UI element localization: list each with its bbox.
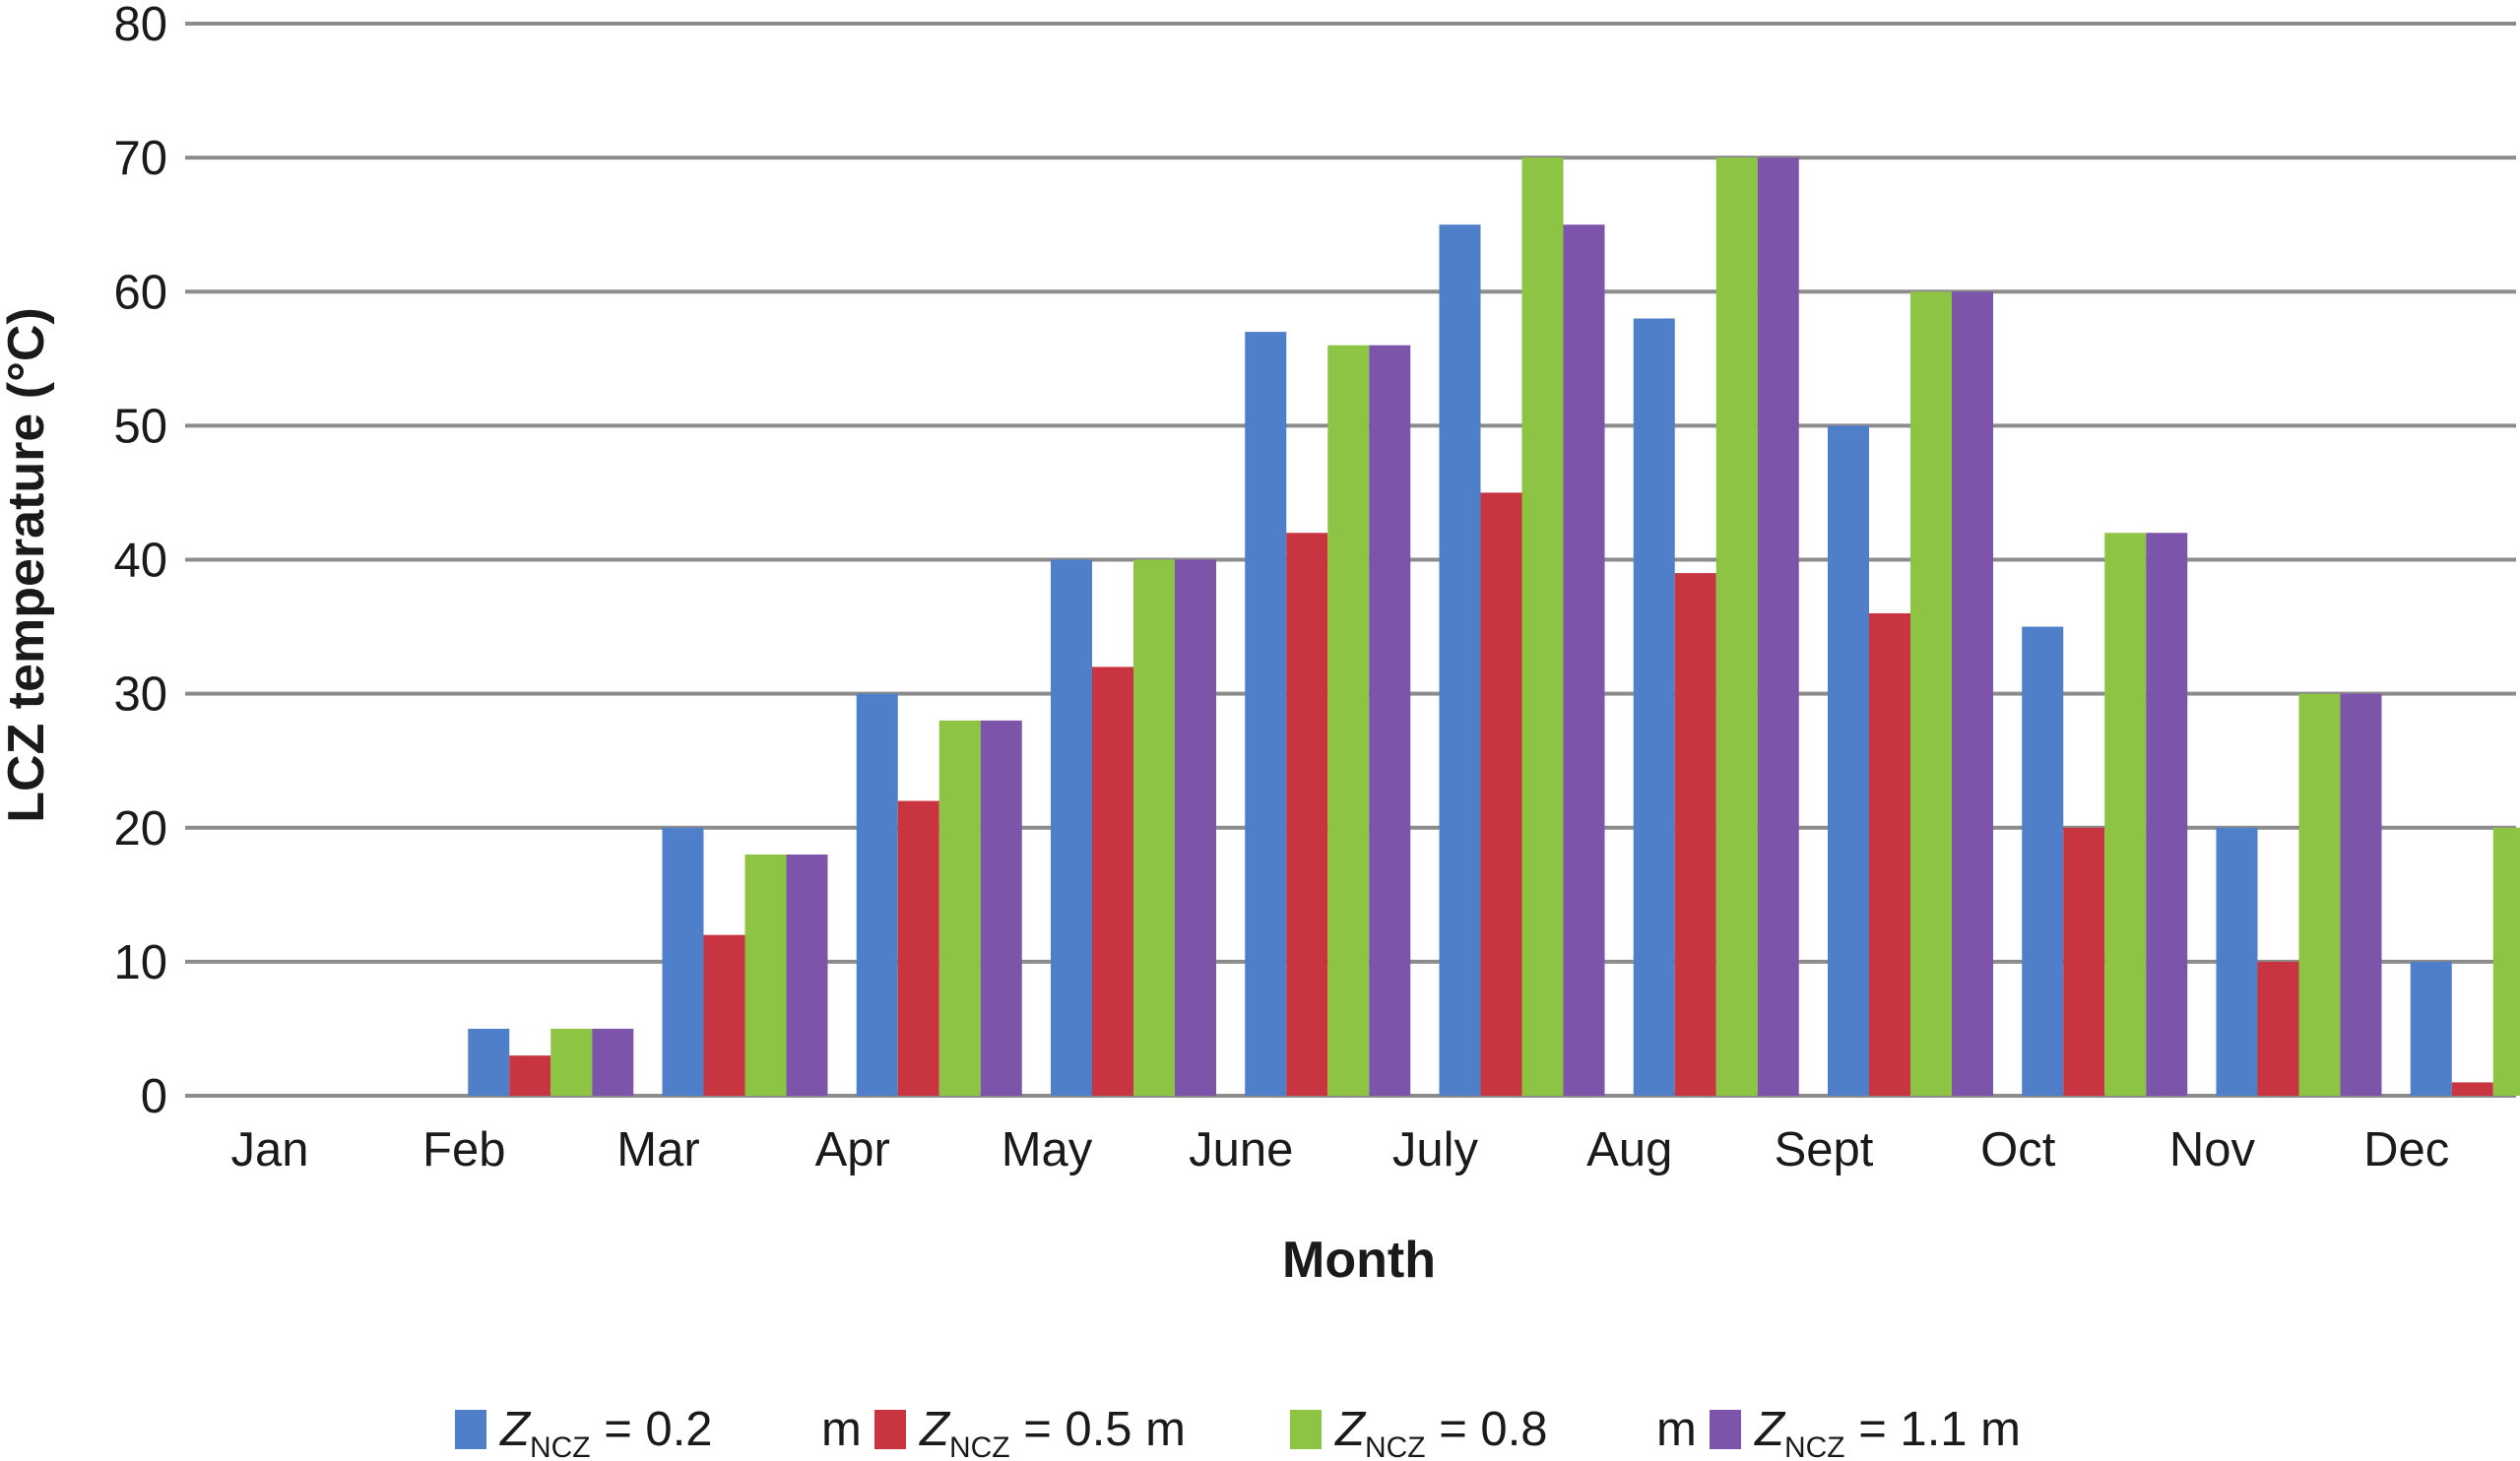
x-tick-label: Sept <box>1775 1123 1874 1176</box>
bar-may-series-3 <box>1133 559 1175 1096</box>
bar-sept-series-1 <box>1828 425 1869 1096</box>
legend-item-2: ZNCZ = 0.5 m <box>874 1403 1186 1461</box>
bar-june-series-2 <box>1286 533 1328 1096</box>
x-tick-label: Jan <box>230 1123 308 1176</box>
legend-swatch <box>1710 1410 1741 1449</box>
bar-feb-series-3 <box>550 1028 593 1096</box>
bar-nov-series-4 <box>2340 693 2382 1096</box>
bar-mar-series-1 <box>662 827 704 1096</box>
legend-item-1: ZNCZ = 0.2 m <box>455 1403 862 1461</box>
bar-nov-series-3 <box>2298 693 2341 1096</box>
x-tick-label: July <box>1392 1123 1479 1176</box>
legend-swatch <box>455 1410 486 1449</box>
legend-label: ZNCZ = 0.5 m <box>919 1403 1186 1461</box>
bar-nov-series-1 <box>2216 827 2258 1096</box>
x-tick-label: June <box>1189 1123 1293 1176</box>
bar-sept-series-2 <box>1869 612 1910 1096</box>
y-tick-label: 50 <box>113 400 167 453</box>
bar-oct-series-1 <box>2022 626 2064 1096</box>
bar-june-series-4 <box>1369 345 1411 1096</box>
bar-apr-series-1 <box>856 693 898 1096</box>
bar-feb-series-1 <box>468 1028 510 1096</box>
x-tick-label: Nov <box>2169 1123 2256 1176</box>
bar-june-series-3 <box>1327 345 1370 1096</box>
bar-mar-series-2 <box>703 934 745 1096</box>
legend-label: ZNCZ = 1.1 m <box>1754 1403 2021 1461</box>
bar-oct-series-4 <box>2146 533 2188 1096</box>
bar-may-series-1 <box>1051 559 1092 1096</box>
bar-july-series-2 <box>1480 492 1522 1096</box>
bar-aug-series-1 <box>1633 318 1675 1097</box>
legend: ZNCZ = 0.2 m ZNCZ = 0.5 m ZNCZ = 0.8 m ZNCZ =… <box>455 1403 2021 1461</box>
y-tick-labels: 0 10 20 30 40 50 60 70 80 <box>113 0 167 1123</box>
y-tick-label: 20 <box>113 802 167 856</box>
legend-label: ZNCZ = 0.2 <box>499 1403 713 1461</box>
x-tick-label: Feb <box>422 1123 505 1176</box>
bar-dec-series-3 <box>2492 827 2520 1096</box>
legend-item-3: ZNCZ = 0.8 m <box>1290 1403 1697 1461</box>
legend-unit: m <box>821 1403 862 1456</box>
bar-nov-series-2 <box>2257 961 2299 1096</box>
bar-mar-series-3 <box>744 854 787 1096</box>
bar-dec-series-1 <box>2410 961 2452 1096</box>
y-tick-label: 60 <box>113 266 167 319</box>
bar-may-series-4 <box>1175 559 1216 1096</box>
x-tick-label: Dec <box>2363 1123 2449 1176</box>
bar-aug-series-3 <box>1715 158 1758 1096</box>
legend-swatch <box>1290 1410 1322 1449</box>
legend-item-4: ZNCZ = 1.1 m <box>1710 1403 2021 1461</box>
bar-apr-series-4 <box>980 720 1022 1096</box>
bar-sept-series-4 <box>1952 291 1993 1096</box>
legend-label: ZNCZ = 0.8 <box>1334 1403 1548 1461</box>
bar-dec-series-2 <box>2451 1082 2493 1096</box>
bar-feb-series-2 <box>509 1055 551 1096</box>
x-tick-labels: Jan Feb Mar Apr May June July Aug Sept Oct Nov Dec <box>230 1123 2449 1176</box>
y-tick-label: 40 <box>113 535 167 588</box>
bar-aug-series-2 <box>1674 573 1716 1096</box>
legend-unit: m <box>1656 1403 1697 1456</box>
bar-oct-series-3 <box>2104 533 2147 1096</box>
bar-may-series-2 <box>1092 667 1133 1096</box>
x-tick-label: Aug <box>1586 1123 1672 1176</box>
bar-feb-series-4 <box>592 1028 634 1096</box>
bar-mar-series-4 <box>786 854 828 1096</box>
x-axis-title: Month <box>1282 1232 1436 1289</box>
x-tick-label: Apr <box>815 1123 890 1176</box>
bar-aug-series-4 <box>1757 158 1799 1096</box>
x-tick-label: Oct <box>1980 1123 2056 1176</box>
bar-apr-series-2 <box>897 800 939 1096</box>
y-tick-label: 70 <box>113 132 167 185</box>
bar-july-series-3 <box>1521 158 1564 1096</box>
y-axis-title: LCZ temperature (°C) <box>0 307 55 823</box>
y-tick-label: 10 <box>113 936 167 989</box>
y-tick-label: 0 <box>141 1070 167 1123</box>
legend-swatch <box>874 1410 906 1449</box>
y-tick-label: 30 <box>113 668 167 722</box>
bar-july-series-4 <box>1563 224 1605 1096</box>
y-tick-label: 80 <box>113 0 167 51</box>
bar-apr-series-3 <box>938 720 981 1096</box>
bar-june-series-1 <box>1245 332 1287 1096</box>
x-tick-label: Mar <box>616 1123 699 1176</box>
x-tick-label: May <box>1002 1123 1093 1176</box>
bars <box>468 158 2520 1097</box>
bar-sept-series-3 <box>1910 291 1952 1096</box>
bar-oct-series-2 <box>2063 827 2105 1096</box>
bar-july-series-1 <box>1439 224 1481 1096</box>
